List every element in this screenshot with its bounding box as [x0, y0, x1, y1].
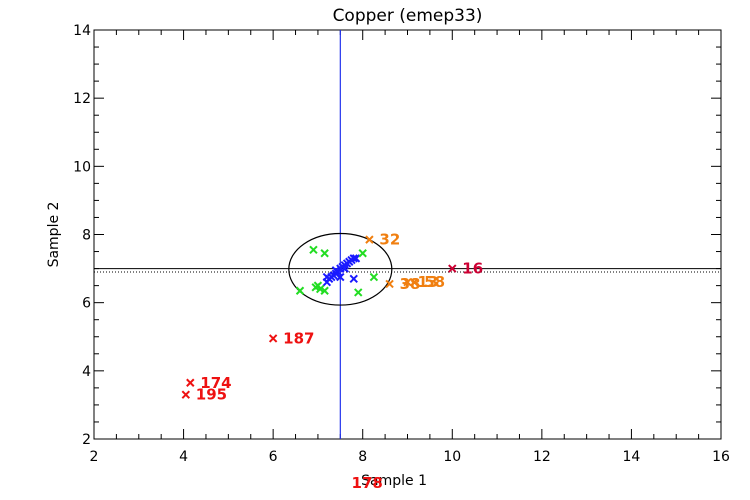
data-point-green — [315, 284, 325, 294]
y-axis-label: Sample 2 — [46, 202, 62, 268]
data-point-orange — [365, 235, 374, 244]
data-point-orange — [410, 278, 419, 287]
data-point-red — [186, 378, 195, 387]
x-tick-label: 10 — [443, 449, 461, 465]
data-point-label: 195 — [196, 386, 227, 404]
data-point-green — [358, 249, 367, 258]
data-point-blue — [349, 274, 358, 284]
data-point-green — [309, 245, 318, 255]
data-layer: 2 4 6 8 10 12 14 162468101214323813581618717419… — [73, 23, 730, 465]
chart-title: Copper (emep33) — [333, 6, 483, 26]
x-tick-label: 14 — [623, 449, 641, 465]
y-tick-label: 10 — [73, 159, 91, 175]
data-point-crimson — [448, 264, 457, 273]
x-tick-label: 6 — [269, 449, 278, 465]
data-point-blue — [340, 264, 350, 273]
offscale-point-label: 178 — [352, 474, 383, 492]
data-point-green — [354, 288, 363, 297]
data-point-label: 13 — [418, 273, 439, 291]
x-tick-label: 16 — [712, 449, 730, 465]
y-tick-label: 6 — [82, 296, 91, 312]
data-point-green — [320, 286, 329, 295]
data-point-label: 187 — [283, 329, 314, 347]
data-point-blue — [331, 266, 341, 275]
data-point-blue — [351, 254, 361, 263]
data-point-blue — [336, 272, 345, 282]
label-layer: Copper (emep33) Sample 1 Sample 2 178 — [46, 6, 482, 492]
data-point-blue — [349, 254, 358, 263]
data-point-green — [369, 272, 379, 282]
data-point-red — [268, 334, 278, 343]
data-point-label: 16 — [462, 260, 483, 278]
data-point-label: 174 — [200, 374, 231, 392]
y-tick-label: 8 — [82, 228, 91, 244]
data-point-orange — [403, 278, 412, 287]
y-tick-label: 2 — [82, 432, 91, 448]
data-point-blue — [322, 272, 332, 282]
data-point-label: 58 — [424, 273, 445, 291]
x-tick-label: 12 — [533, 449, 551, 465]
data-point-label: 32 — [379, 231, 400, 249]
x-tick-label: 8 — [358, 449, 367, 465]
x-axis-label: Sample 1 — [361, 473, 427, 489]
data-point-orange — [385, 279, 394, 289]
x-tick-label: 2 — [90, 449, 99, 465]
confidence-ellipse — [288, 232, 393, 306]
y-tick-label: 14 — [73, 23, 91, 39]
y-tick-label: 4 — [82, 364, 91, 380]
data-point-green — [295, 286, 305, 295]
y-tick-label: 12 — [73, 91, 91, 107]
data-point-red — [181, 390, 191, 399]
x-tick-label: 4 — [179, 449, 188, 465]
data-point-green — [320, 249, 329, 258]
